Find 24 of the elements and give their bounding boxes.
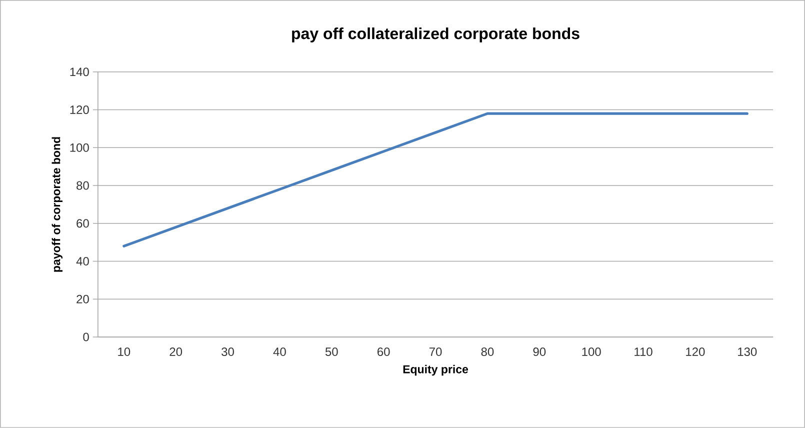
y-tick-label: 120	[70, 106, 89, 114]
x-tick-label: 80	[481, 348, 494, 356]
y-tick-label: 40	[76, 257, 89, 266]
y-tick-label: 60	[76, 219, 89, 228]
x-tick-label: 110	[634, 348, 652, 356]
chart-title: pay off collateralized corporate bonds	[292, 28, 580, 42]
x-tick-label: 70	[429, 348, 442, 356]
y-tick-label: 140	[70, 68, 89, 76]
x-tick-label: 30	[222, 348, 234, 356]
y-tick-label: 0	[83, 332, 89, 342]
x-tick-label: 60	[378, 348, 390, 356]
x-tick-label: 90	[533, 348, 546, 356]
x-axis-title: Equity price	[403, 364, 468, 376]
y-tick-label: 100	[70, 143, 89, 152]
x-tick-label: 20	[170, 348, 182, 356]
y-axis-title: payoff of corporate bond	[52, 137, 62, 272]
x-tick-label: 120	[686, 348, 705, 356]
y-tick-label: 20	[76, 294, 89, 304]
x-tick-label: 50	[325, 348, 338, 356]
x-tick-label: 130	[738, 348, 757, 356]
y-tick-label: 80	[76, 181, 89, 190]
x-tick-label: 100	[582, 348, 601, 356]
x-tick-label: 40	[273, 348, 286, 356]
x-tick-label: 10	[118, 348, 130, 356]
